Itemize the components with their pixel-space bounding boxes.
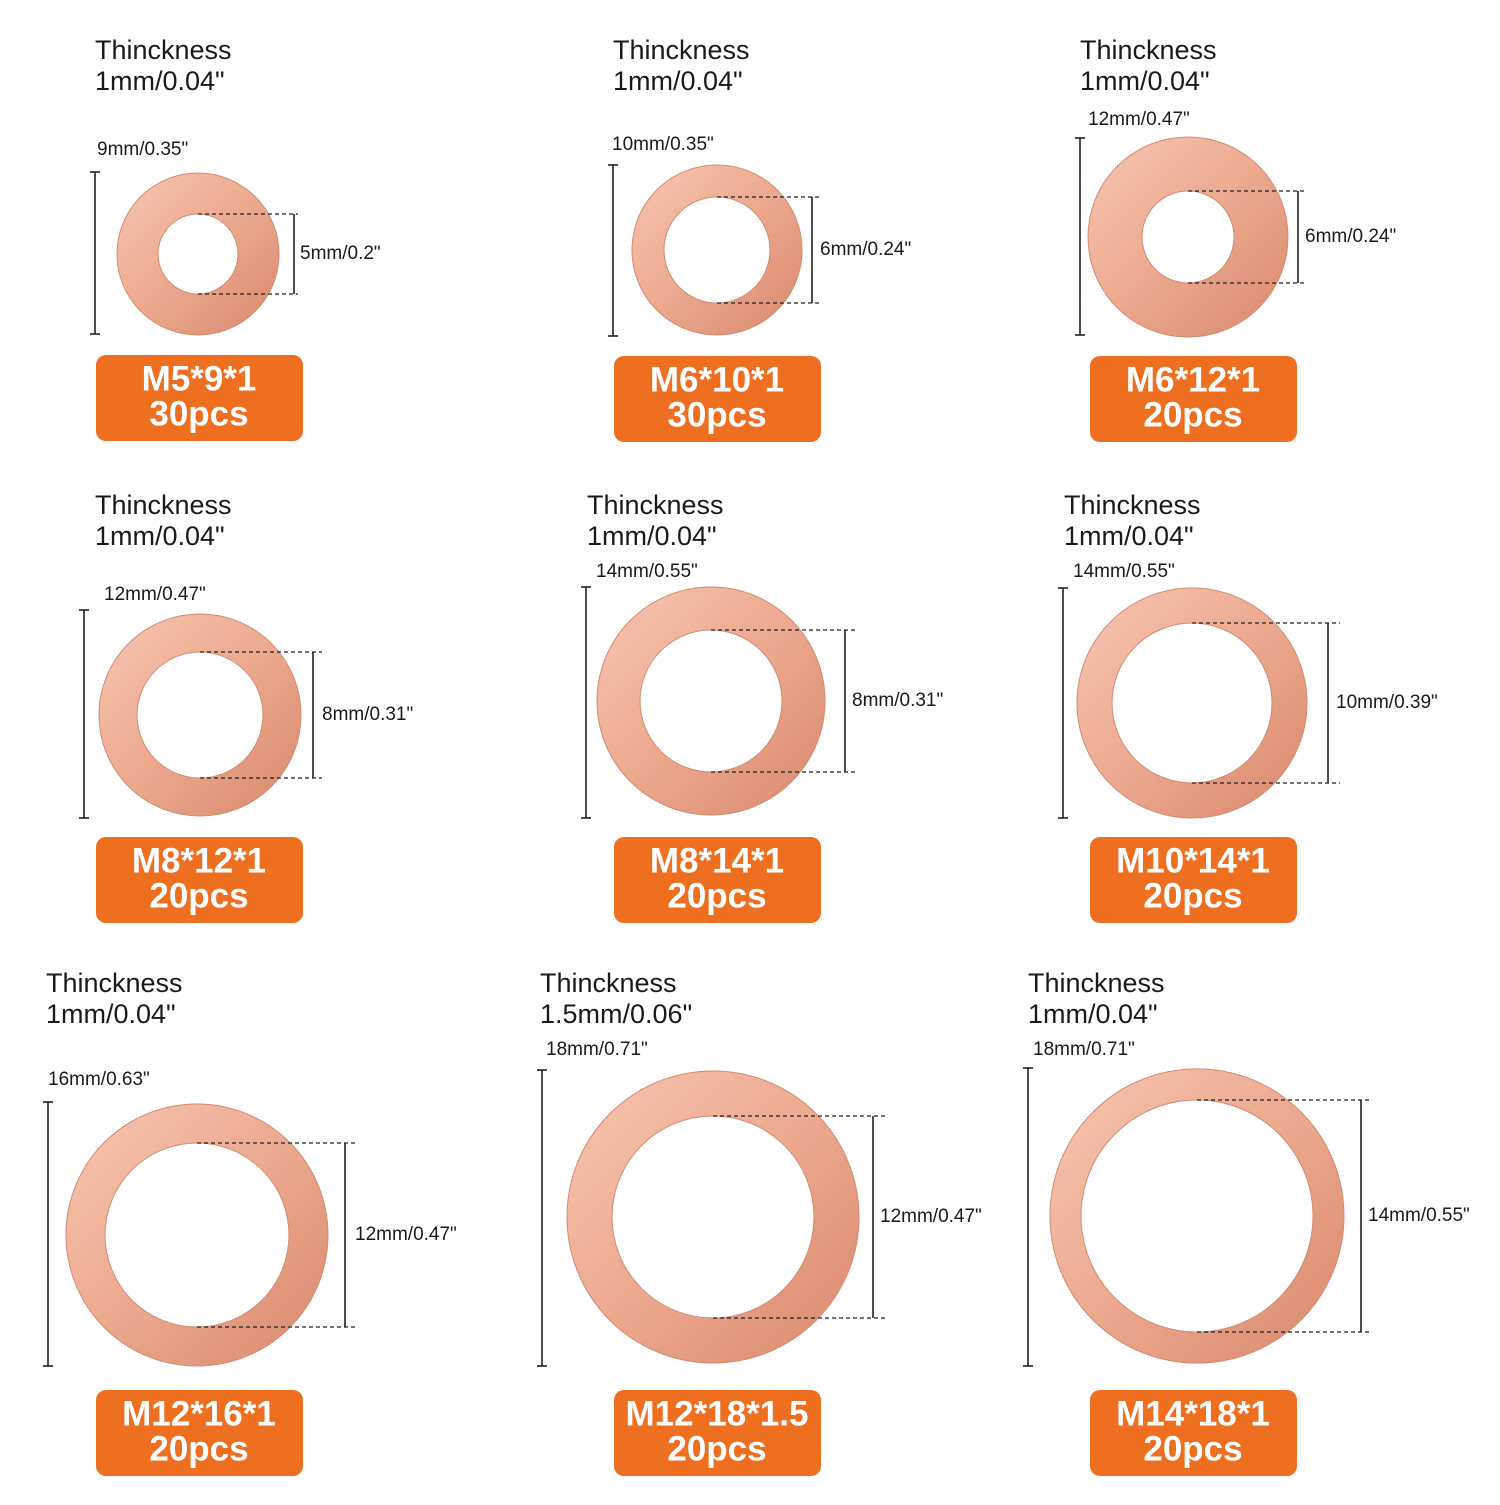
thickness-label: Thinckness — [46, 968, 183, 998]
badge-size: M12*16*1 — [122, 1394, 276, 1433]
badge-size: M8*12*1 — [132, 841, 266, 880]
badge-size: M6*10*1 — [650, 360, 784, 399]
thickness-label: Thinckness — [587, 490, 724, 520]
washer — [116, 172, 280, 336]
badge-size: M6*12*1 — [1126, 360, 1260, 399]
badge — [614, 356, 821, 442]
outer-diameter: 9mm/0.35" — [97, 139, 188, 160]
badge-size: M5*9*1 — [142, 359, 257, 398]
outer-diameter: 12mm/0.47" — [1088, 109, 1190, 130]
thickness-label: Thinckness — [95, 35, 232, 65]
badge-count: 30pcs — [667, 395, 766, 434]
thickness-value: 1.5mm/0.06" — [540, 999, 692, 1029]
washer — [1049, 1068, 1345, 1364]
badge — [96, 1390, 303, 1476]
thickness-label: Thinckness — [95, 490, 232, 520]
thickness-value: 1mm/0.04" — [1028, 999, 1158, 1029]
thickness-value: 1mm/0.04" — [95, 521, 225, 551]
washer — [566, 1070, 860, 1364]
badge-count: 20pcs — [1143, 876, 1242, 915]
badge-size: M12*18*1.5 — [626, 1394, 809, 1433]
thickness-label: Thinckness — [1080, 35, 1217, 65]
badge-size: M10*14*1 — [1116, 841, 1270, 880]
washer — [98, 613, 302, 817]
badge-count: 20pcs — [149, 876, 248, 915]
outer-diameter: 12mm/0.47" — [104, 584, 206, 605]
badge — [1090, 356, 1297, 442]
badge — [1090, 1390, 1297, 1476]
thickness-label: Thinckness — [1028, 968, 1165, 998]
badge — [1090, 837, 1297, 923]
washer — [631, 164, 803, 336]
inner-diameter: 8mm/0.31" — [852, 690, 943, 711]
inner-diameter: 10mm/0.39" — [1336, 692, 1438, 713]
thickness-value: 1mm/0.04" — [1080, 66, 1210, 96]
inner-diameter: 14mm/0.55" — [1368, 1205, 1470, 1226]
thickness-value: 1mm/0.04" — [46, 999, 176, 1029]
washer — [1076, 587, 1308, 819]
inner-diameter: 12mm/0.47" — [880, 1206, 982, 1227]
thickness-value: 1mm/0.04" — [587, 521, 717, 551]
badge-count: 20pcs — [667, 1429, 766, 1468]
badge-count: 20pcs — [1143, 395, 1242, 434]
thickness-value: 1mm/0.04" — [613, 66, 743, 96]
badge-size: M14*18*1 — [1116, 1394, 1270, 1433]
inner-diameter: 5mm/0.2" — [300, 243, 381, 264]
outer-diameter: 18mm/0.71" — [1033, 1039, 1135, 1060]
outer-diameter: 10mm/0.35" — [612, 134, 714, 155]
thickness-label: Thinckness — [613, 35, 750, 65]
badge-size: M8*14*1 — [650, 841, 784, 880]
outer-diameter: 18mm/0.71" — [546, 1039, 648, 1060]
inner-diameter: 12mm/0.47" — [355, 1224, 457, 1245]
inner-diameter: 6mm/0.24" — [1305, 226, 1396, 247]
badge — [614, 837, 821, 923]
washer — [65, 1103, 329, 1367]
badge-count: 20pcs — [149, 1429, 248, 1468]
thickness-value: 1mm/0.04" — [95, 66, 225, 96]
outer-diameter: 16mm/0.63" — [48, 1069, 150, 1090]
badge-count: 20pcs — [667, 876, 766, 915]
badge-count: 30pcs — [149, 394, 248, 433]
inner-diameter: 8mm/0.31" — [322, 704, 413, 725]
washer — [1087, 136, 1289, 338]
badge-count: 20pcs — [1143, 1429, 1242, 1468]
thickness-label: Thinckness — [1064, 490, 1201, 520]
thickness-label: Thinckness — [540, 968, 677, 998]
badge — [96, 355, 303, 441]
inner-diameter: 6mm/0.24" — [820, 239, 911, 260]
thickness-value: 1mm/0.04" — [1064, 521, 1194, 551]
outer-diameter: 14mm/0.55" — [1073, 561, 1175, 582]
outer-diameter: 14mm/0.55" — [596, 561, 698, 582]
badge — [96, 837, 303, 923]
badge — [614, 1390, 821, 1476]
washer — [596, 586, 826, 816]
